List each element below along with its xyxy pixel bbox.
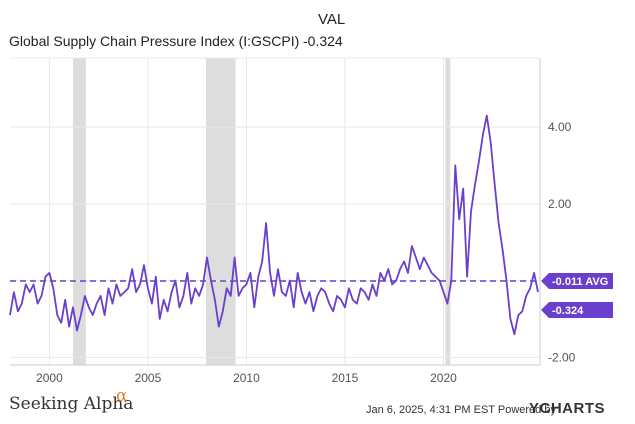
- series-line[interactable]: [9, 114, 539, 336]
- x-tick-label-2020: 2020: [430, 371, 457, 385]
- column-header: VAL: [318, 11, 346, 28]
- x-tick-label-2005: 2005: [135, 371, 162, 385]
- recession-shading-group: [73, 58, 451, 365]
- series-name[interactable]: Global Supply Chain Pressure Index (I:GS…: [9, 33, 300, 49]
- y-tick-label-2: 2.00: [548, 197, 572, 211]
- alpha-mark: α: [116, 386, 128, 406]
- x-tick-label-2015: 2015: [332, 371, 359, 385]
- average-label: -0.011 AVG: [552, 276, 608, 288]
- recession-band-2: [445, 58, 451, 365]
- y-axis-ticks: -2.000.002.004.00: [548, 120, 576, 364]
- seeking-alpha-logo: Seeking Alpha: [9, 394, 134, 414]
- last-value-label: -0.324: [552, 305, 584, 317]
- average-badge: -0.011 AVG: [541, 272, 613, 289]
- x-tick-label-2000: 2000: [36, 371, 63, 385]
- last-value-badge: -0.324: [541, 302, 613, 319]
- series-current-value: -0.324: [303, 33, 343, 49]
- x-axis-ticks: 2000 2005 2010 2015 2020: [36, 371, 457, 385]
- recession-band-1: [206, 58, 236, 365]
- y-tick-label-4: 4.00: [548, 120, 572, 134]
- x-tick-label-2010: 2010: [233, 371, 260, 385]
- y-tick-label--2: -2.00: [548, 350, 576, 364]
- ycharts-logo[interactable]: YCHARTS: [529, 400, 606, 417]
- footer-timestamp: Jan 6, 2025, 4:31 PM EST Powered by: [366, 404, 556, 416]
- recession-band-0: [73, 58, 86, 365]
